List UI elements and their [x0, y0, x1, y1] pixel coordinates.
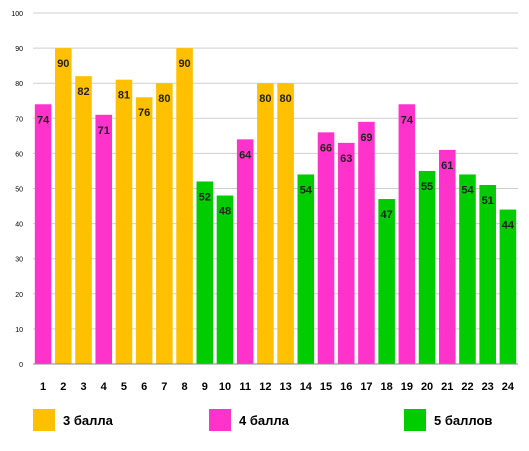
x-tick-label-6: 6	[141, 381, 147, 393]
bar-12	[257, 83, 274, 364]
y-tick-label: 0	[19, 362, 23, 369]
bar-15	[317, 132, 335, 364]
data-label-13: 80	[279, 93, 291, 105]
bars	[34, 48, 517, 365]
data-label-9: 52	[199, 191, 211, 203]
x-tick-label-2: 2	[60, 381, 66, 393]
x-tick-label-9: 9	[202, 381, 208, 393]
legend-label-5: 5 баллов	[434, 412, 493, 428]
data-label-17: 69	[360, 132, 372, 144]
bar-17	[358, 121, 375, 364]
x-tick-label-15: 15	[320, 381, 332, 393]
x-tick-label-11: 11	[239, 381, 251, 393]
data-label-16: 63	[340, 153, 352, 165]
x-tick-label-10: 10	[219, 381, 231, 393]
x-tick-label-23: 23	[482, 381, 494, 393]
data-label-23: 51	[482, 195, 494, 207]
legend-label-3: 3 балла	[63, 412, 113, 428]
bar-13	[277, 83, 294, 364]
data-label-21: 61	[441, 160, 453, 172]
legend-label-4: 4 балла	[239, 412, 289, 428]
data-label-15: 66	[320, 142, 332, 154]
data-label-6: 76	[138, 107, 150, 119]
x-tick-label-7: 7	[161, 381, 167, 393]
data-label-19: 74	[401, 114, 414, 126]
y-tick-label: 10	[15, 327, 23, 334]
bar-22	[459, 174, 476, 364]
data-label-3: 82	[77, 86, 89, 98]
bar-19	[398, 104, 416, 364]
legend-swatch-3	[33, 409, 55, 431]
bar-18	[378, 199, 395, 364]
y-tick-label: 30	[15, 257, 23, 264]
bar-24	[499, 209, 517, 364]
bar-3	[75, 76, 92, 365]
data-label-18: 47	[381, 209, 393, 221]
data-labels: 74 90 82 71 81 76 80 90 52 48 64 80 80 54 66 63 69 47 74 55…	[37, 58, 515, 231]
bar-21	[438, 149, 456, 364]
x-tick-label-12: 12	[259, 381, 271, 393]
data-label-24: 44	[502, 220, 515, 232]
legend-item-5: 5 баллов	[404, 408, 492, 432]
bar-6	[135, 97, 153, 365]
data-label-12: 80	[259, 93, 271, 105]
data-label-20: 55	[421, 181, 433, 193]
x-tick-label-16: 16	[340, 381, 352, 393]
legend-swatch-5	[404, 409, 426, 431]
y-tick-label: 20	[15, 292, 23, 299]
x-tick-label-14: 14	[300, 381, 313, 393]
data-label-10: 48	[219, 206, 231, 218]
y-tick-label: 80	[15, 81, 23, 88]
y-tick-label: 50	[15, 187, 23, 194]
x-tick-label-1: 1	[40, 381, 46, 393]
legend-item-3: 3 балла	[33, 408, 113, 432]
data-label-7: 80	[158, 93, 170, 105]
bar-16	[337, 142, 355, 364]
y-tick-label: 90	[15, 46, 23, 53]
y-tick-label: 40	[15, 222, 23, 229]
x-tick-label-17: 17	[360, 381, 372, 393]
data-label-4: 71	[98, 125, 110, 137]
x-tick-label-21: 21	[441, 381, 453, 393]
bar-20	[418, 170, 436, 364]
x-tick-label-24: 24	[502, 381, 515, 393]
bar-7	[156, 83, 173, 364]
x-tick-label-3: 3	[80, 381, 86, 393]
legend-item-4: 4 балла	[209, 408, 289, 432]
y-tick-label: 70	[15, 116, 23, 123]
x-tick-label-22: 22	[461, 381, 473, 393]
bar-4	[95, 114, 113, 364]
bar-5	[115, 79, 133, 364]
data-label-14: 54	[300, 184, 313, 196]
legend-swatch-4	[209, 409, 231, 431]
y-tick-label: 60	[15, 151, 23, 158]
data-label-2: 90	[57, 58, 69, 70]
data-label-1: 74	[37, 114, 50, 126]
bar-23	[479, 184, 496, 364]
x-tick-label-4: 4	[101, 381, 108, 393]
bar-1	[34, 104, 52, 364]
data-label-8: 90	[178, 58, 190, 70]
x-tick-label-18: 18	[381, 381, 393, 393]
x-tick-label-5: 5	[121, 381, 127, 393]
bar-8	[176, 48, 193, 364]
x-tick-label-19: 19	[401, 381, 413, 393]
bar-11	[236, 139, 254, 364]
data-label-11: 64	[239, 149, 252, 161]
legend: 3 балла 4 балла 5 баллов	[0, 408, 529, 438]
y-tick-label: 100	[11, 11, 23, 18]
bar-10	[216, 195, 234, 364]
y-axis-ticks: 0 10 20 30 40 50 60 70 80 90 100	[11, 11, 23, 369]
x-tick-label-13: 13	[279, 381, 291, 393]
bar-14	[297, 174, 315, 364]
x-tick-label-20: 20	[421, 381, 433, 393]
gridlines	[33, 12, 518, 330]
data-label-22: 54	[461, 184, 474, 196]
bar-9	[196, 181, 214, 364]
x-axis-ticks: 1 2 3 4 5 6 7 8 9 10 11 12 13 14 15 16 17 18 19 20 21 22 23 24	[40, 381, 515, 393]
bar-2	[55, 48, 72, 364]
x-tick-label-8: 8	[182, 381, 188, 393]
data-label-5: 81	[118, 90, 130, 102]
